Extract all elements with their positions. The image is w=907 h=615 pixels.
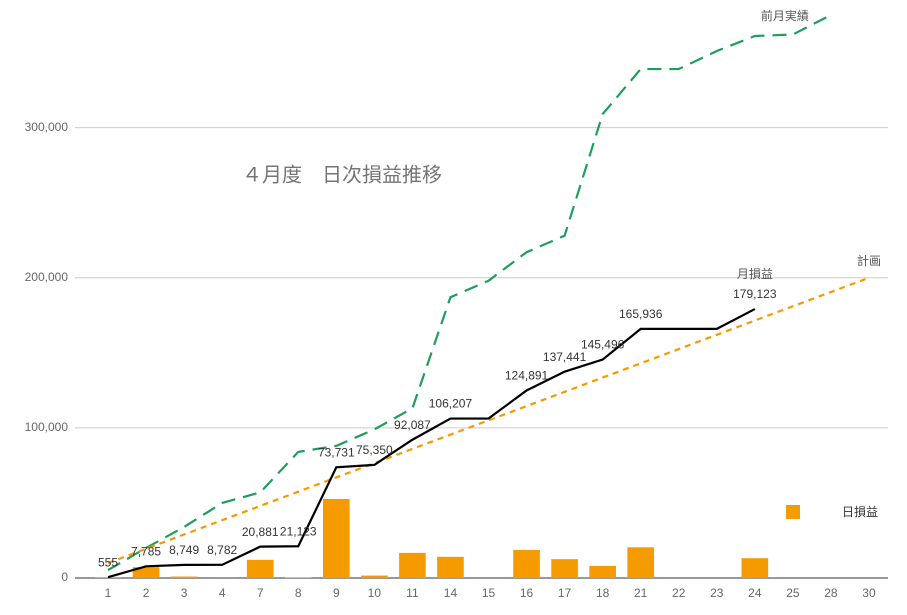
- bar: [94, 577, 122, 578]
- x-tick-label: 22: [672, 586, 686, 600]
- bar: [741, 558, 769, 578]
- data-label: 124,891: [505, 369, 549, 383]
- legend-swatch: [786, 505, 800, 519]
- x-tick-label: 4: [219, 586, 226, 600]
- x-tick-label: 17: [558, 586, 572, 600]
- x-tick-label: 11: [406, 586, 419, 600]
- y-tick-label: 0: [61, 570, 68, 584]
- data-label: 145,496: [581, 338, 625, 352]
- bar: [437, 556, 464, 578]
- bar: [627, 547, 655, 578]
- x-tick-label: 1: [105, 586, 112, 600]
- data-label: 75,350: [356, 443, 393, 457]
- bar: [132, 567, 160, 578]
- x-tick-label: 28: [824, 586, 838, 600]
- x-tick-label: 18: [596, 586, 610, 600]
- x-tick-label: 25: [786, 586, 800, 600]
- x-tick-label: 30: [862, 586, 876, 600]
- data-label: 555: [98, 555, 118, 569]
- series-label: 月損益: [737, 266, 773, 281]
- y-tick-label: 200,000: [25, 270, 69, 284]
- data-label: 20,881: [242, 525, 279, 539]
- x-tick-label: 14: [444, 586, 458, 600]
- bar: [361, 575, 388, 578]
- chart-title: ４月度 日次損益推移: [242, 163, 442, 186]
- bar: [551, 559, 578, 578]
- data-label: 7,785: [131, 544, 161, 558]
- x-tick-label: 2: [143, 586, 150, 600]
- x-tick-label: 23: [710, 586, 724, 600]
- line: [107, 14, 832, 571]
- bar: [513, 549, 540, 578]
- y-tick-label: 300,000: [25, 120, 69, 134]
- line: [107, 308, 756, 579]
- data-label: 165,936: [619, 307, 663, 321]
- data-label: 8,749: [169, 543, 199, 557]
- data-label: 73,731: [318, 445, 355, 459]
- series-label: 前月実績: [761, 8, 809, 23]
- x-tick-label: 7: [257, 586, 264, 600]
- data-label: 92,087: [394, 418, 431, 432]
- bar: [322, 499, 350, 578]
- data-label: 179,123: [733, 287, 777, 301]
- data-label: 8,782: [207, 543, 237, 557]
- bar: [589, 565, 616, 578]
- x-tick-label: 8: [295, 586, 302, 600]
- y-tick-label: 100,000: [25, 420, 69, 434]
- x-tick-label: 3: [181, 586, 188, 600]
- bar: [170, 576, 198, 578]
- x-tick-label: 16: [520, 586, 534, 600]
- x-tick-label: 9: [333, 586, 340, 600]
- data-label: 106,207: [429, 397, 473, 411]
- x-tick-label: 24: [748, 586, 762, 600]
- x-tick-label: 10: [368, 586, 382, 600]
- x-tick-label: 15: [482, 586, 496, 600]
- x-tick-label: 21: [634, 586, 648, 600]
- data-label: 21,123: [280, 524, 317, 538]
- bar: [399, 552, 426, 578]
- legend-label: 日損益: [842, 504, 878, 519]
- bar: [246, 559, 274, 578]
- series-label: 計画: [857, 253, 881, 268]
- line: [107, 276, 870, 565]
- data-label: 137,441: [543, 350, 587, 364]
